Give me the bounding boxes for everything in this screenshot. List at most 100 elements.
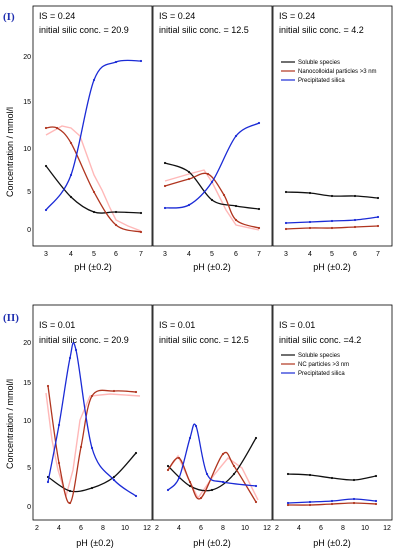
data-point — [68, 356, 72, 360]
data-point — [112, 389, 116, 393]
legend-row-II: Soluble species NC particles >3 nm Preci… — [281, 353, 349, 377]
data-point — [308, 226, 312, 230]
data-point — [330, 194, 334, 198]
precipitated-silica-line — [163, 121, 261, 210]
data-point — [254, 484, 258, 488]
data-point — [79, 445, 83, 449]
data-point — [352, 501, 356, 505]
data-point — [308, 191, 312, 195]
data-point — [188, 436, 192, 440]
y-tick: 5 — [27, 189, 31, 196]
x-axis-label: pH (±0.2) — [76, 538, 113, 548]
data-point — [352, 478, 356, 482]
x-tick: 2 — [275, 525, 279, 532]
y-tick: 20 — [23, 340, 31, 347]
precipitated-silica-line — [166, 423, 258, 492]
data-point — [330, 226, 334, 230]
data-point — [188, 484, 192, 488]
ionic-strength-label: IS = 0.24 — [159, 11, 195, 21]
row-marker-II: (II) — [3, 312, 19, 324]
x-tick: 3 — [44, 251, 48, 258]
data-point — [114, 60, 118, 64]
initial-concentration-label: initial silic conc. = 20.9 — [39, 25, 129, 35]
y-axis-label-row-II: Concentration / mmol/l — [5, 379, 15, 469]
data-point — [177, 476, 181, 480]
precipitated-silica-line — [286, 497, 378, 505]
data-point — [112, 478, 116, 482]
x-tick: 10 — [121, 525, 129, 532]
data-point — [69, 173, 73, 177]
ionic-strength-label: IS = 0.24 — [279, 11, 315, 21]
legend-label-soluble: Soluble species — [298, 353, 340, 359]
data-point — [376, 215, 380, 219]
x-tick: 3 — [284, 251, 288, 258]
precipitated-silica-line — [44, 59, 143, 212]
x-tick: 5 — [330, 251, 334, 258]
soluble-species-line — [166, 436, 258, 492]
y-tick: 15 — [23, 380, 31, 387]
data-point — [69, 195, 73, 199]
data-point — [90, 446, 94, 450]
x-axis-label: pH (±0.2) — [313, 262, 350, 272]
data-point — [134, 451, 138, 455]
data-point — [330, 499, 334, 503]
panel-I-2: IS = 0.24 initial silic conc. = 12.5 3 4… — [152, 5, 273, 272]
y-ticks-row-II: 0 5 10 15 20 — [23, 340, 31, 511]
data-point — [206, 172, 210, 176]
data-point — [139, 230, 143, 234]
data-point — [254, 500, 258, 504]
panel-frame — [152, 304, 273, 521]
data-point — [286, 472, 290, 476]
data-point — [166, 464, 170, 468]
data-point — [139, 59, 143, 63]
data-point — [187, 203, 191, 207]
data-point — [284, 190, 288, 194]
panel-frame — [272, 304, 393, 521]
panel-frame — [32, 304, 153, 521]
series-curve — [45, 126, 142, 233]
series-curve — [164, 122, 260, 209]
nc-particles-line — [286, 501, 378, 507]
data-point — [234, 218, 238, 222]
data-point — [90, 486, 94, 490]
x-axis-label: pH (±0.2) — [313, 538, 350, 548]
data-point — [330, 502, 334, 506]
panel-II-3: IS = 0.01 initial silic conc. =4.2 2 4 6… — [272, 304, 393, 548]
y-ticks-row-I: 0 5 10 15 20 — [23, 54, 31, 234]
x-axis-label: pH (±0.2) — [74, 262, 111, 272]
data-point — [163, 184, 167, 188]
y-axis-label-row-I: Concentration / mmol/l — [5, 107, 15, 197]
x-tick: 10 — [361, 525, 369, 532]
panel-II-2: IS = 0.01 initial silic conc. = 12.5 2 4… — [152, 304, 273, 548]
initial-concentration-label: initial silic conc. = 12.5 — [159, 25, 249, 35]
data-point — [57, 423, 61, 427]
data-point — [46, 384, 50, 388]
data-point — [55, 126, 59, 130]
data-point — [308, 500, 312, 504]
nc-particles-line — [166, 451, 258, 504]
x-tick: 8 — [101, 525, 105, 532]
ionic-strength-label: IS = 0.01 — [39, 320, 75, 330]
x-tick: 2 — [35, 525, 39, 532]
x-tick: 10 — [241, 525, 249, 532]
data-point — [221, 480, 225, 484]
data-point — [374, 474, 378, 478]
data-point — [44, 208, 48, 212]
data-point — [194, 424, 198, 428]
legend-label-precipitated: Precipitated silica — [298, 371, 345, 377]
data-point — [308, 473, 312, 477]
y-tick: 10 — [23, 146, 31, 153]
data-point — [114, 223, 118, 227]
y-tick: 10 — [23, 418, 31, 425]
x-tick: 6 — [234, 251, 238, 258]
data-point — [92, 210, 96, 214]
legend-label-nc-particles: NC particles >3 nm — [298, 362, 349, 368]
panel-frame — [32, 5, 153, 247]
data-point — [199, 496, 203, 500]
data-point — [222, 193, 226, 197]
data-point — [254, 436, 258, 440]
data-point — [221, 452, 225, 456]
x-tick: 12 — [383, 525, 391, 532]
nanocolloidal-halo — [45, 125, 142, 232]
data-point — [57, 461, 61, 465]
